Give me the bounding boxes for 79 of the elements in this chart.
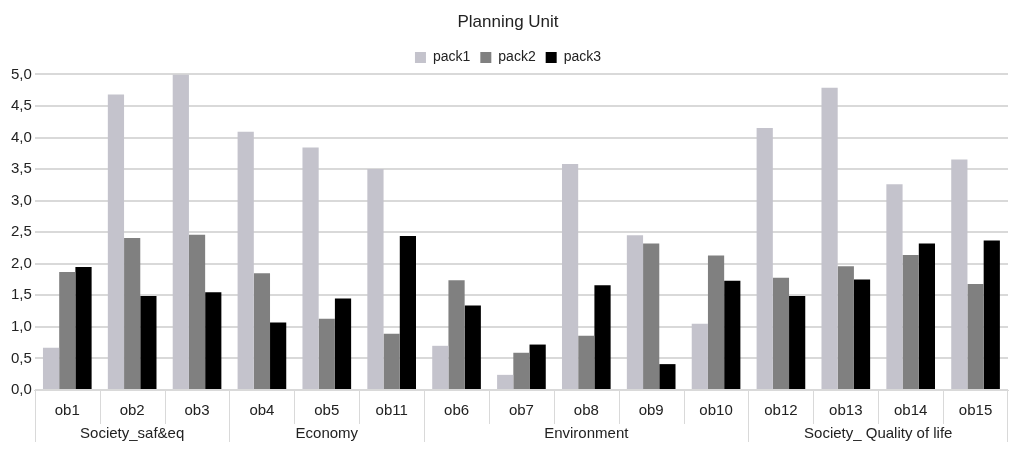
y-tick-label: 5,0: [10, 64, 32, 82]
bar: [205, 292, 222, 389]
bar: [75, 266, 92, 389]
bar: [140, 295, 157, 389]
legend-label: pack3: [563, 48, 602, 65]
bar: [691, 323, 708, 389]
bar: [334, 298, 352, 389]
bar: [302, 147, 319, 389]
bar: [188, 234, 206, 389]
x-tick-label: ob8: [573, 401, 599, 419]
bar: [967, 283, 984, 389]
bar: [513, 352, 530, 389]
x-tick-label: ob1: [54, 401, 80, 419]
x-tick-label: ob13: [829, 401, 863, 419]
bar: [821, 87, 838, 389]
x-tick-label: ob15: [958, 401, 993, 419]
y-tick-label: 3,0: [10, 190, 32, 208]
x-tick-label: ob10: [699, 401, 733, 419]
y-tick-label: 0,0: [10, 380, 32, 398]
bar: [367, 169, 384, 389]
y-tick-label: 1,0: [10, 317, 32, 335]
x-tick-label: ob4: [249, 401, 275, 419]
y-tick-label: 4,5: [10, 96, 32, 114]
bar: [724, 280, 741, 389]
bar: [983, 240, 1000, 389]
bar: [918, 243, 936, 389]
x-tick-label: ob12: [764, 401, 798, 419]
bar: [643, 243, 660, 389]
bar: [383, 333, 400, 389]
bar: [107, 94, 125, 389]
bar: [124, 237, 141, 389]
x-tick-label: ob5: [314, 401, 340, 419]
text: Environment: [544, 424, 630, 442]
y-tick-label: 2,5: [10, 222, 32, 240]
bar: [886, 184, 903, 389]
bar: [659, 364, 676, 389]
x-tick-label: ob11: [375, 401, 408, 419]
bar: [464, 305, 481, 389]
bar: [578, 335, 595, 389]
bar: [172, 74, 189, 389]
bar: [772, 277, 790, 389]
x-tick-label: ob9: [638, 401, 664, 419]
bar: [529, 344, 546, 389]
bar: [561, 164, 579, 389]
bar: [902, 254, 919, 389]
bar: [594, 285, 611, 389]
bar: [448, 280, 465, 389]
bar: [789, 295, 806, 389]
bar: [42, 347, 60, 389]
x-tick-label: ob2: [119, 401, 145, 419]
legend-label: pack2: [498, 48, 536, 65]
bar: [270, 322, 287, 389]
bar: [756, 128, 773, 389]
bar: [626, 235, 644, 389]
x-tick-label: ob14: [894, 401, 928, 419]
text: Economy: [295, 424, 359, 442]
legend-label: pack1: [432, 48, 471, 65]
y-tick-label: 0,5: [10, 348, 32, 366]
bar: [837, 266, 854, 389]
y-tick-label: 3,5: [10, 159, 32, 177]
bar: [318, 318, 335, 389]
bar: [951, 159, 968, 389]
y-tick-label: 4,0: [10, 127, 32, 145]
x-tick-label: ob6: [444, 401, 470, 419]
text: Society_ Quality of life: [804, 424, 953, 442]
y-tick-label: 1,5: [10, 285, 32, 303]
bar: [253, 273, 271, 389]
text: Society_saf&eq: [80, 424, 185, 442]
bar: [497, 374, 514, 389]
bar: [707, 255, 725, 389]
bar: [237, 131, 254, 389]
x-tick-label: ob3: [184, 401, 210, 419]
chart-title: Planning Unit: [457, 11, 559, 31]
bar: [853, 279, 871, 389]
bar: [59, 271, 76, 389]
y-tick-label: 2,0: [10, 253, 32, 271]
bar: [432, 345, 449, 389]
x-tick-label: ob7: [508, 401, 534, 419]
bar: [399, 235, 416, 389]
